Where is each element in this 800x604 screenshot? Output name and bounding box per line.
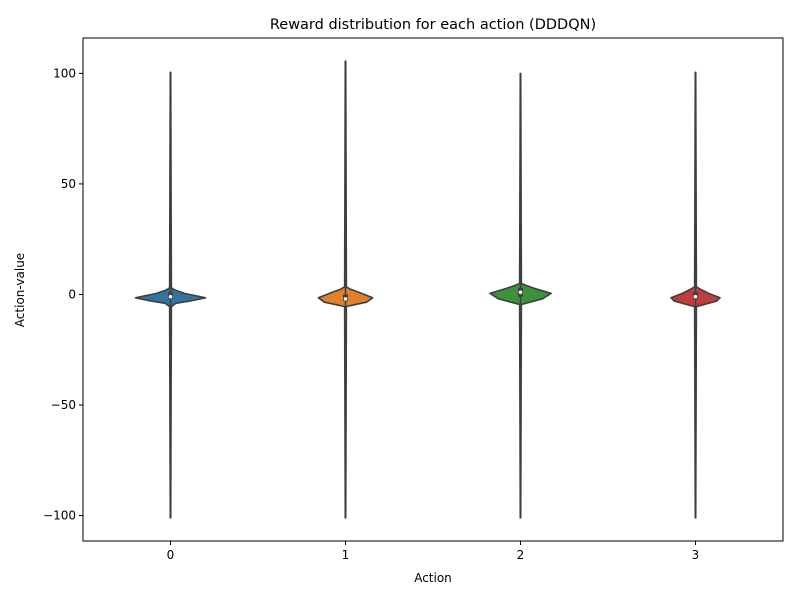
violin-median-0 <box>168 294 173 299</box>
plot-area <box>134 60 721 519</box>
x-tick-label: 1 <box>342 548 350 562</box>
plot-frame <box>82 37 784 542</box>
violin-0 <box>134 71 207 519</box>
y-tick-label: 50 <box>61 177 76 191</box>
y-tick-label: 100 <box>53 66 76 80</box>
violin-median-2 <box>518 290 523 295</box>
x-axis: 0 1 2 3 <box>167 541 700 562</box>
y-tick-label: −100 <box>43 509 76 523</box>
chart-title: Reward distribution for each action (DDD… <box>270 17 596 33</box>
x-tick-label: 0 <box>167 548 175 562</box>
y-axis-label: Action-value <box>13 253 27 327</box>
y-axis: −100 −50 0 50 100 <box>43 66 83 523</box>
violin-3 <box>670 71 721 519</box>
x-tick-label: 3 <box>692 548 700 562</box>
y-tick-label: −50 <box>51 398 76 412</box>
y-tick-label: 0 <box>68 287 76 301</box>
violin-1 <box>317 60 374 519</box>
x-tick-label: 2 <box>517 548 525 562</box>
violin-2 <box>489 72 552 519</box>
violin-median-1 <box>343 297 348 301</box>
violin-median-3 <box>693 294 698 299</box>
x-axis-label: Action <box>414 571 452 585</box>
